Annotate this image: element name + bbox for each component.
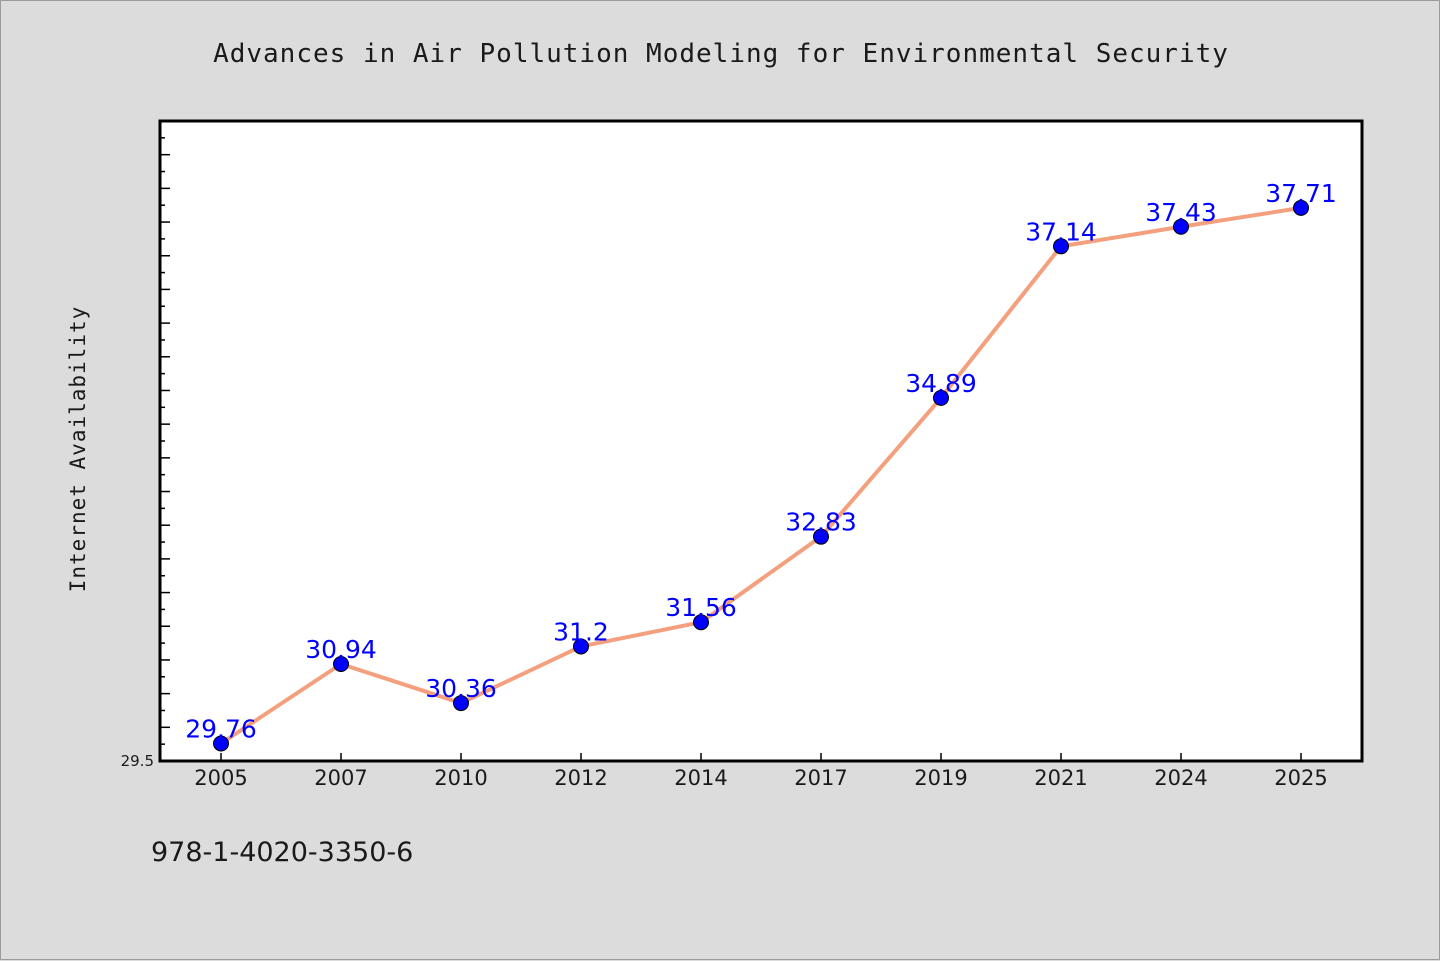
footer-note: 978-1-4020-3350-6: [151, 837, 414, 868]
data-point: [693, 614, 709, 631]
data-label: 34.89: [905, 369, 977, 398]
data-label: 37.14: [1025, 217, 1097, 246]
x-tick-label: 2025: [1274, 766, 1327, 790]
y-axis-ticks: 29.5: [121, 137, 170, 770]
data-label: 29.76: [185, 714, 257, 743]
data-label: 37.43: [1145, 198, 1217, 227]
x-tick-label: 2005: [194, 766, 247, 790]
x-tick-label: 2010: [434, 766, 487, 790]
data-point: [333, 655, 349, 672]
data-label: 32.83: [785, 508, 857, 537]
plot-area: [158, 119, 1364, 763]
x-tick-label: 2019: [914, 766, 967, 790]
x-tick-label: 2017: [794, 766, 847, 790]
x-tick-label: 2007: [314, 766, 367, 790]
data-label: 30.36: [425, 674, 497, 703]
y-tick-label: 29.5: [121, 752, 154, 770]
x-axis-ticks: 2005 2007 2010 2012 2014 2017 2019 2021 2024 2025: [194, 753, 1328, 790]
data-label: 30.94: [305, 635, 377, 664]
data-markers: [213, 199, 1309, 752]
data-point: [453, 695, 469, 712]
data-label: 31.56: [665, 593, 737, 622]
data-label: 37.71: [1265, 179, 1337, 208]
data-point: [573, 638, 589, 655]
data-point: [1173, 218, 1189, 235]
data-point: [213, 735, 229, 752]
data-point: [1293, 199, 1309, 216]
x-tick-label: 2021: [1034, 766, 1087, 790]
y-axis-label: Internet Availability: [66, 306, 90, 593]
x-tick-label: 2012: [554, 766, 607, 790]
chart-title: Advances in Air Pollution Modeling for E…: [213, 39, 1229, 69]
data-point: [1053, 238, 1069, 255]
data-labels: 29.76 30.94 30.36 31.2 31.56 32.83 34.89 37.14 3…: [185, 179, 1337, 744]
data-point: [933, 389, 949, 406]
series-line: [219, 205, 1302, 746]
data-point: [813, 528, 829, 545]
x-tick-label: 2024: [1154, 766, 1207, 790]
x-tick-label: 2014: [674, 766, 727, 790]
data-label: 31.2: [553, 617, 609, 646]
